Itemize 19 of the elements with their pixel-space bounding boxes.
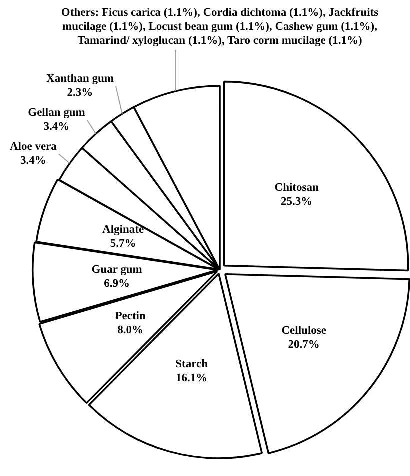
- slice-label: Chitosan: [274, 182, 320, 194]
- data-label: 16.1%: [176, 372, 208, 384]
- slice-label: Others: Ficus carica (1.1%), Cordia dichtoma (1.1%), Jackfruits mucilage (1.1%), Locust bean gum (1.1%), Cashew gum (1.1%), Tamarind/ xyloglucan (1.1%), Taro corm mucilage (1.1%): [61, 6, 380, 47]
- slice-label: Pectin: [115, 310, 146, 322]
- slice-label: Xanthan gum: [46, 73, 114, 86]
- slice-label: Alginate: [102, 224, 144, 236]
- slice-label: Aloe vera: [10, 141, 58, 154]
- data-label: 3.4%: [44, 121, 70, 134]
- slice-label: Cellulose: [282, 325, 326, 338]
- data-label: 3.4%: [20, 155, 46, 168]
- slice-label: Starch: [176, 358, 209, 370]
- data-label: 2.3%: [67, 87, 94, 100]
- data-label: 20.7%: [288, 339, 320, 352]
- data-label: 5.7%: [110, 238, 136, 250]
- data-label: 25.3%: [281, 196, 313, 208]
- slice-label: Guar gum: [92, 264, 143, 276]
- data-label: 6.9%: [104, 278, 130, 290]
- slice-label: Gellan gum: [28, 107, 86, 120]
- data-label: 8.0%: [118, 324, 144, 336]
